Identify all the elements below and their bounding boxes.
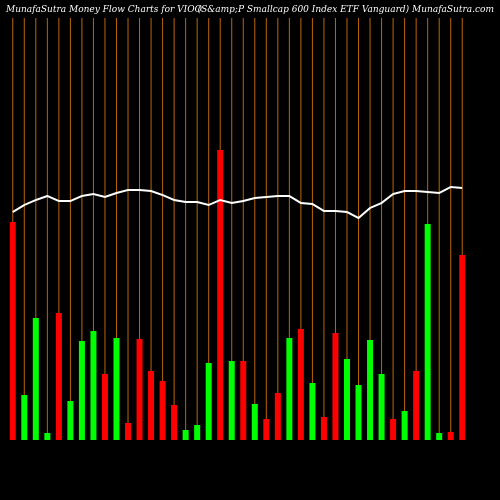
bar (205, 363, 212, 440)
bar (286, 338, 293, 440)
bar (424, 224, 431, 440)
bar (413, 371, 420, 440)
bar (55, 313, 62, 440)
bar (78, 341, 85, 440)
bar (21, 395, 28, 440)
bar (101, 374, 108, 440)
line (12, 185, 463, 220)
bar (217, 150, 224, 440)
bar (9, 222, 16, 440)
bar (309, 383, 316, 440)
bar (459, 255, 466, 440)
bar (390, 419, 397, 440)
bar (67, 401, 74, 440)
bar (194, 425, 201, 440)
bar (90, 331, 97, 440)
bar (378, 374, 385, 440)
bar (44, 433, 51, 440)
bar (136, 339, 143, 440)
bar (401, 411, 408, 440)
bar (343, 359, 350, 440)
bar (355, 385, 362, 440)
bar (263, 419, 270, 440)
bar (113, 338, 120, 440)
bar (148, 371, 155, 440)
bar (125, 423, 132, 440)
chart-title: MunafaSutra Money Flow Charts for VIOO (5, 5, 203, 15)
bar (332, 333, 339, 440)
bar (297, 329, 304, 440)
bar (240, 361, 247, 440)
chart-subtitle: (S&amp;P Smallcap 600 Index ETF Vanguard… (198, 4, 494, 15)
bar (367, 340, 374, 440)
bar (228, 361, 235, 440)
bar (436, 433, 443, 440)
bar (32, 318, 39, 440)
bar (159, 381, 166, 440)
bar (447, 432, 454, 440)
bar (251, 404, 258, 440)
bar (171, 405, 178, 440)
bar (274, 393, 281, 440)
bar (182, 430, 189, 440)
bar (320, 417, 327, 440)
